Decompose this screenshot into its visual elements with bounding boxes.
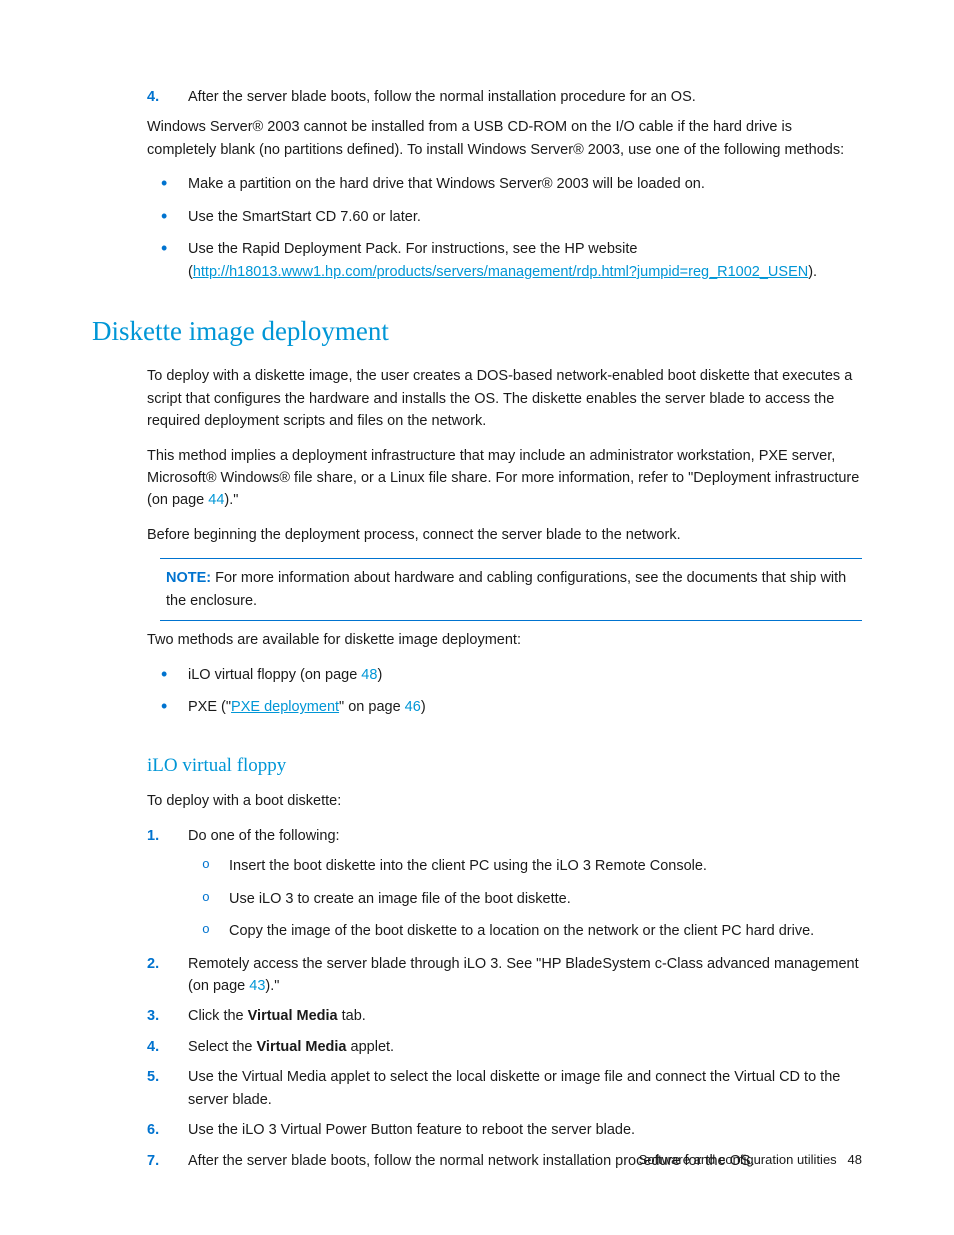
numbered-list-top: 4. After the server blade boots, follow …	[147, 86, 862, 108]
footer-page-number: 48	[848, 1152, 862, 1167]
bullet-list: Make a partition on the hard drive that …	[147, 173, 862, 283]
step-number: 2.	[147, 953, 159, 975]
para-post: )."	[224, 492, 238, 508]
sub-list: Insert the boot diskette into the client…	[188, 855, 862, 942]
step-text-pre: Select the	[188, 1039, 257, 1055]
bold-text: Virtual Media	[248, 1008, 338, 1024]
step-text-post: applet.	[347, 1039, 395, 1055]
step-text: Use the iLO 3 Virtual Power Button featu…	[188, 1122, 635, 1138]
list-item: 3. Click the Virtual Media tab.	[147, 1005, 862, 1027]
paragraph: This method implies a deployment infrast…	[147, 445, 862, 512]
step-text-pre: Remotely access the server blade through…	[188, 956, 859, 994]
list-text-pre: iLO virtual floppy (on page	[188, 667, 361, 683]
step-text-post: )."	[265, 978, 279, 994]
pxe-link[interactable]: PXE deployment	[231, 699, 339, 715]
step-number: 4.	[147, 86, 159, 108]
list-item: Make a partition on the hard drive that …	[147, 173, 862, 195]
list-item: iLO virtual floppy (on page 48)	[147, 664, 862, 686]
bold-text: Virtual Media	[257, 1039, 347, 1055]
step-number: 3.	[147, 1005, 159, 1027]
top-content: 4. After the server blade boots, follow …	[147, 86, 862, 108]
list-item: 4. After the server blade boots, follow …	[147, 86, 862, 108]
list-item: 6. Use the iLO 3 Virtual Power Button fe…	[147, 1119, 862, 1141]
list-item: 5. Use the Virtual Media applet to selec…	[147, 1066, 862, 1111]
note-label: NOTE:	[166, 570, 211, 586]
list-item: 4. Select the Virtual Media applet.	[147, 1036, 862, 1058]
document-page: 4. After the server blade boots, follow …	[0, 0, 954, 1220]
list-item: 1. Do one of the following: Insert the b…	[147, 825, 862, 943]
page-ref-46[interactable]: 46	[405, 699, 421, 715]
page-footer: Software and configuration utilities 48	[639, 1150, 862, 1170]
para-pre: This method implies a deployment infrast…	[147, 448, 859, 509]
list-text: Copy the image of the boot diskette to a…	[229, 923, 814, 939]
paragraph: To deploy with a diskette image, the use…	[147, 365, 862, 432]
step-number: 5.	[147, 1066, 159, 1088]
list-text-post: ).	[808, 264, 817, 280]
paragraph: To deploy with a boot diskette:	[147, 790, 862, 812]
step-text: Do one of the following:	[188, 828, 340, 844]
list-text: Insert the boot diskette into the client…	[229, 858, 707, 874]
numbered-steps: 1. Do one of the following: Insert the b…	[147, 825, 862, 1173]
step-text-post: tab.	[338, 1008, 366, 1024]
list-item: Use the Rapid Deployment Pack. For instr…	[147, 238, 862, 283]
page-ref-48[interactable]: 48	[361, 667, 377, 683]
list-text: Make a partition on the hard drive that …	[188, 176, 705, 192]
paragraph: Windows Server® 2003 cannot be installed…	[147, 116, 862, 161]
page-ref-44[interactable]: 44	[208, 492, 224, 508]
list-text-mid: " on page	[339, 699, 405, 715]
step-number: 7.	[147, 1150, 159, 1172]
paragraph: Before beginning the deployment process,…	[147, 524, 862, 546]
list-text-post: )	[377, 667, 382, 683]
list-text: Use iLO 3 to create an image file of the…	[229, 891, 571, 907]
list-text: Use the SmartStart CD 7.60 or later.	[188, 209, 421, 225]
bullet-list: iLO virtual floppy (on page 48) PXE ("PX…	[147, 664, 862, 719]
footer-text: Software and configuration utilities	[639, 1152, 837, 1167]
list-item: Use iLO 3 to create an image file of the…	[188, 888, 862, 910]
paragraph: Two methods are available for diskette i…	[147, 629, 862, 651]
note-box: NOTE: For more information about hardwar…	[160, 558, 862, 621]
list-item: Use the SmartStart CD 7.60 or later.	[147, 206, 862, 228]
step-number: 1.	[147, 825, 159, 847]
bullet-group-1: Make a partition on the hard drive that …	[147, 173, 862, 283]
list-item: Copy the image of the boot diskette to a…	[188, 920, 862, 942]
page-ref-43[interactable]: 43	[249, 978, 265, 994]
rdp-link[interactable]: http://h18013.www1.hp.com/products/serve…	[193, 264, 808, 280]
list-item: Insert the boot diskette into the client…	[188, 855, 862, 877]
heading-ilo-floppy: iLO virtual floppy	[147, 751, 862, 780]
heading-diskette-deployment: Diskette image deployment	[92, 311, 862, 353]
list-item: PXE ("PXE deployment" on page 46)	[147, 696, 862, 718]
list-text-post: )	[421, 699, 426, 715]
step-number: 6.	[147, 1119, 159, 1141]
list-text-pre: PXE ("	[188, 699, 231, 715]
step-text: Use the Virtual Media applet to select t…	[188, 1069, 840, 1107]
note-text: For more information about hardware and …	[166, 570, 846, 608]
step-text-pre: Click the	[188, 1008, 248, 1024]
step-text: After the server blade boots, follow the…	[188, 89, 696, 105]
list-item: 2. Remotely access the server blade thro…	[147, 953, 862, 998]
step-number: 4.	[147, 1036, 159, 1058]
steps-group: 1. Do one of the following: Insert the b…	[147, 825, 862, 1173]
bullet-group-2: iLO virtual floppy (on page 48) PXE ("PX…	[147, 664, 862, 719]
